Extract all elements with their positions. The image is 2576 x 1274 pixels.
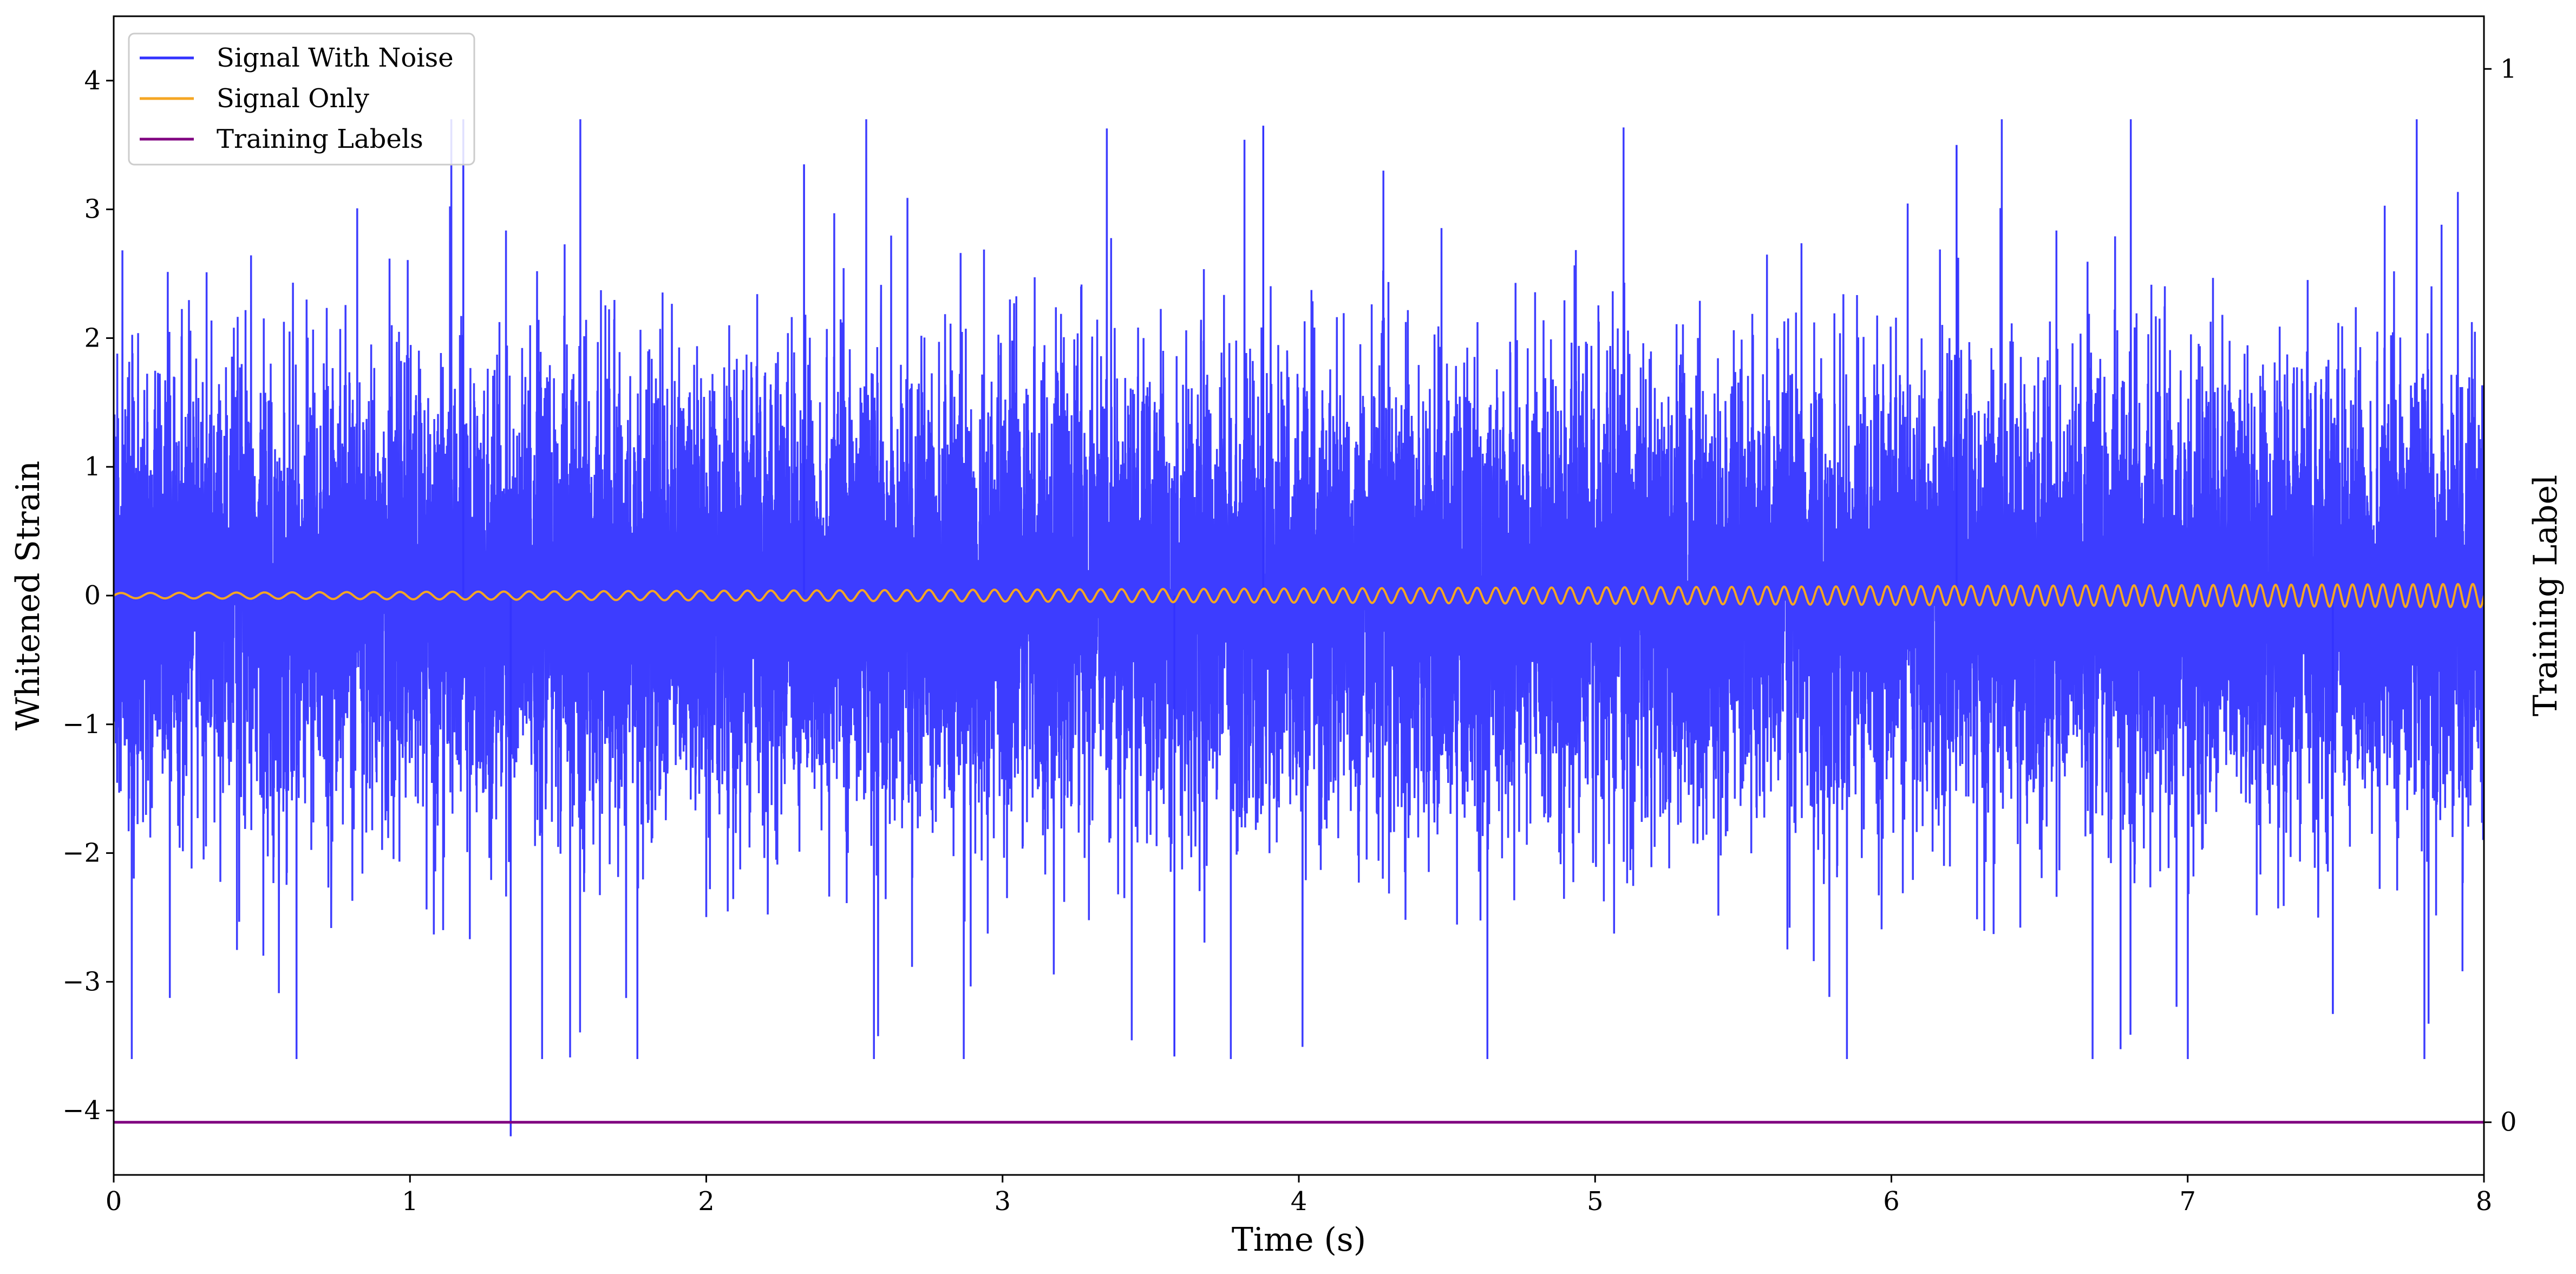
y-axis-label: Whitened Strain xyxy=(9,461,47,730)
legend-label: Training Labels xyxy=(217,124,423,154)
y-tick-label: −3 xyxy=(62,966,101,997)
legend-label: Signal With Noise xyxy=(217,43,454,73)
series-line-signal-only xyxy=(114,583,2484,609)
plot-area xyxy=(114,119,2484,1136)
x-tick-label: 0 xyxy=(106,1186,122,1217)
y-tick-label: −4 xyxy=(62,1095,101,1126)
y-tick-label: 1 xyxy=(84,452,101,482)
legend-label: Signal Only xyxy=(217,83,369,114)
y-tick-label: −1 xyxy=(62,709,101,740)
y-axis-left: −4 −3 −2 −1 0 1 2 3 4 xyxy=(62,66,114,1126)
y-axis-right: 01 xyxy=(2484,54,2517,1138)
y-tick-label: 4 xyxy=(84,66,101,96)
x-tick-label: 5 xyxy=(1587,1186,1604,1217)
x-axis: 0 1 2 3 4 5 6 7 8 xyxy=(106,1175,2493,1217)
x-tick-label: 6 xyxy=(1883,1186,1900,1217)
x-tick-label: 1 xyxy=(402,1186,419,1217)
series-line-signal-with-noise xyxy=(114,119,2484,1060)
y-tick-label: −2 xyxy=(62,838,101,868)
x-tick-label: 8 xyxy=(2476,1186,2493,1217)
x-tick-label: 2 xyxy=(698,1186,715,1217)
y-tick-label: 0 xyxy=(84,580,101,611)
y2-tick-label: 0 xyxy=(2500,1107,2517,1138)
y-tick-label: 2 xyxy=(84,323,101,353)
legend-box xyxy=(128,32,475,166)
y2-axis-label: Training Label xyxy=(2527,475,2565,716)
y-tick-label: 3 xyxy=(84,194,101,225)
x-axis-label: Time (s) xyxy=(1232,1221,1366,1259)
x-tick-label: 4 xyxy=(1291,1186,1307,1217)
x-tick-label: 7 xyxy=(2179,1186,2196,1217)
x-tick-label: 3 xyxy=(994,1186,1011,1217)
y2-tick-label: 1 xyxy=(2500,54,2517,84)
legend: Signal With Noise Signal Only Training Lab… xyxy=(128,32,475,166)
